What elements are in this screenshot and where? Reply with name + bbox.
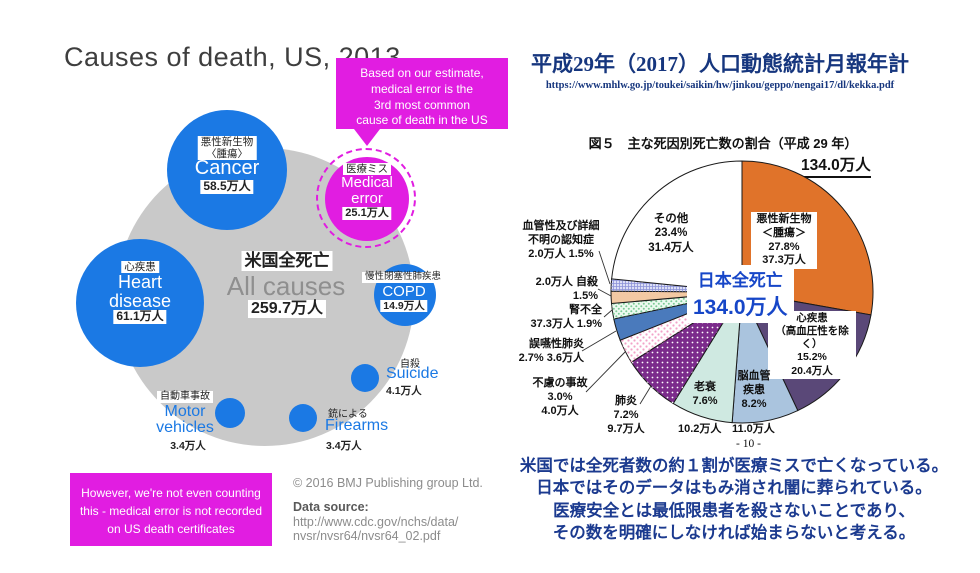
- heart-en-label: Heart disease: [108, 272, 172, 311]
- pie-label-suicide: 2.0万人 自殺 1.5%: [535, 276, 598, 302]
- all-causes-count-text: 259.7万人: [247, 300, 327, 319]
- japan-total-line2: 134.0万人: [693, 296, 788, 319]
- bmj-copyright: © 2016 BMJ Publishing group Ltd.: [293, 476, 483, 490]
- cancer-count-text: 58.5万人: [200, 179, 254, 194]
- connector-suicide: [597, 288, 612, 297]
- cancer-bubble: [167, 110, 287, 230]
- japan-total-line1: 日本全死亡: [697, 271, 783, 290]
- page-number: - 10 -: [736, 438, 761, 450]
- connector-dementia: [598, 250, 611, 285]
- motor-jp-label: 自動車事故: [157, 391, 213, 403]
- connector-pneumonia: [639, 385, 652, 405]
- copd-count-text: 14.9万人: [380, 300, 428, 313]
- all-causes-en-label: All causes: [226, 271, 346, 301]
- connector-accidents: [585, 351, 626, 393]
- motor-jp-text: 自動車事故: [157, 391, 213, 403]
- firearms-count: 3.4万人: [326, 440, 362, 452]
- jp-report-title: 平成29年（2017）人口動態統計月報年計: [531, 52, 909, 76]
- heart-count: 61.1万人: [113, 309, 167, 324]
- suicide-count: 4.1万人: [386, 385, 422, 397]
- data-source-label: Data source:: [293, 500, 369, 514]
- copd-count: 14.9万人: [380, 300, 428, 313]
- connector-renal: [603, 309, 613, 318]
- cdc-source-url[interactable]: http://www.cdc.gov/nchs/data/ nvsr/nvsr6…: [293, 515, 459, 544]
- pie-label-pneumonia: 肺炎 7.2% 9.7万人: [607, 395, 645, 435]
- pie-label-cancer: 悪性新生物 ＜腫瘍＞ 27.8% 37.3万人: [751, 212, 817, 269]
- pie-connector-lines: [581, 250, 652, 405]
- medical-error-en-label: Medical error: [341, 174, 393, 208]
- pie-slice: [611, 160, 743, 293]
- pie-label-accidents: 不慮の事故 3.0% 4.0万人: [532, 377, 588, 417]
- motor-en-label: Motor vehicles: [156, 403, 214, 436]
- suicide-jp-label: 自殺: [400, 359, 420, 370]
- japan-total-overlay: 日本全死亡 134.0万人: [687, 265, 794, 323]
- figure5-caption: 図５ 主な死因別死亡数の割合（平成 29 年）: [588, 136, 858, 151]
- firearms-en-label: Firearms: [325, 417, 389, 434]
- all-causes-count: 259.7万人: [247, 300, 327, 319]
- conclusion-text: 米国では全死者数の約１割が医療ミスで亡くなっている。 日本ではそのデータはもみ消…: [519, 457, 949, 543]
- copd-jp-text: 慢性閉塞性肺疾患: [361, 271, 445, 283]
- pie-label-stroke: 脳血管 疾患 8.2%: [737, 370, 771, 410]
- cancer-jp-text: 悪性新生物 〈腫瘍〉: [197, 136, 257, 161]
- all-causes-jp-text: 米国全死亡: [241, 251, 333, 271]
- copd-en-label: COPD: [382, 283, 426, 300]
- medical-error-dashed-ring: [316, 148, 416, 248]
- pie-label-dementia: 血管性及び詳細 不明の認知症 2.0万人 1.5%: [522, 220, 600, 260]
- total-deaths-top-label: 134.0万人: [801, 153, 871, 178]
- suicide-bubble: [351, 364, 379, 392]
- firearms-bubble: [289, 404, 317, 432]
- medical-error-jp-text: 医療ミス: [343, 163, 391, 176]
- medical-error-callout: Based on our estimate, medical error is …: [336, 58, 508, 129]
- connector-aspiration: [581, 330, 617, 352]
- heart-jp-label: 心疾患: [121, 261, 159, 274]
- heart-disease-bubble: [76, 239, 204, 367]
- pie-label-senility: 老衰 7.6%: [692, 381, 718, 407]
- pie-label-other: その他 23.4% 31.4万人: [648, 213, 694, 254]
- pie-label-stroke-count: 11.0万人: [732, 423, 775, 435]
- medical-error-count: 25.1万人: [342, 207, 392, 220]
- mhlw-url[interactable]: https://www.mhlw.go.jp/toukei/saikin/hw/…: [545, 80, 895, 91]
- pie-label-aspiration: 誤嚥性肺炎 2.7% 3.6万人: [518, 338, 584, 364]
- motor-vehicles-bubble: [215, 398, 245, 428]
- cancer-count: 58.5万人: [200, 179, 254, 194]
- pie-label-renal: 腎不全 37.3万人 1.9%: [530, 304, 602, 330]
- copd-jp-label: 慢性閉塞性肺疾患: [361, 271, 445, 283]
- medical-error-jp-label: 医療ミス: [343, 163, 391, 176]
- not-counted-note: However, we're not even counting this - …: [70, 473, 272, 546]
- medical-error-count-text: 25.1万人: [342, 207, 392, 220]
- heart-jp-text: 心疾患: [121, 261, 159, 274]
- cancer-en-label: Cancer: [194, 157, 260, 179]
- cancer-jp-label: 悪性新生物 〈腫瘍〉: [197, 136, 257, 161]
- all-causes-jp-label: 米国全死亡: [241, 251, 333, 271]
- motor-count: 3.4万人: [170, 440, 206, 452]
- firearms-jp-label: 銃による: [328, 409, 368, 420]
- callout-pointer: [354, 129, 380, 146]
- suicide-en-label: Suicide: [386, 365, 439, 382]
- pie-label-senility-count: 10.2万人: [678, 423, 722, 435]
- heart-count-text: 61.1万人: [113, 309, 167, 324]
